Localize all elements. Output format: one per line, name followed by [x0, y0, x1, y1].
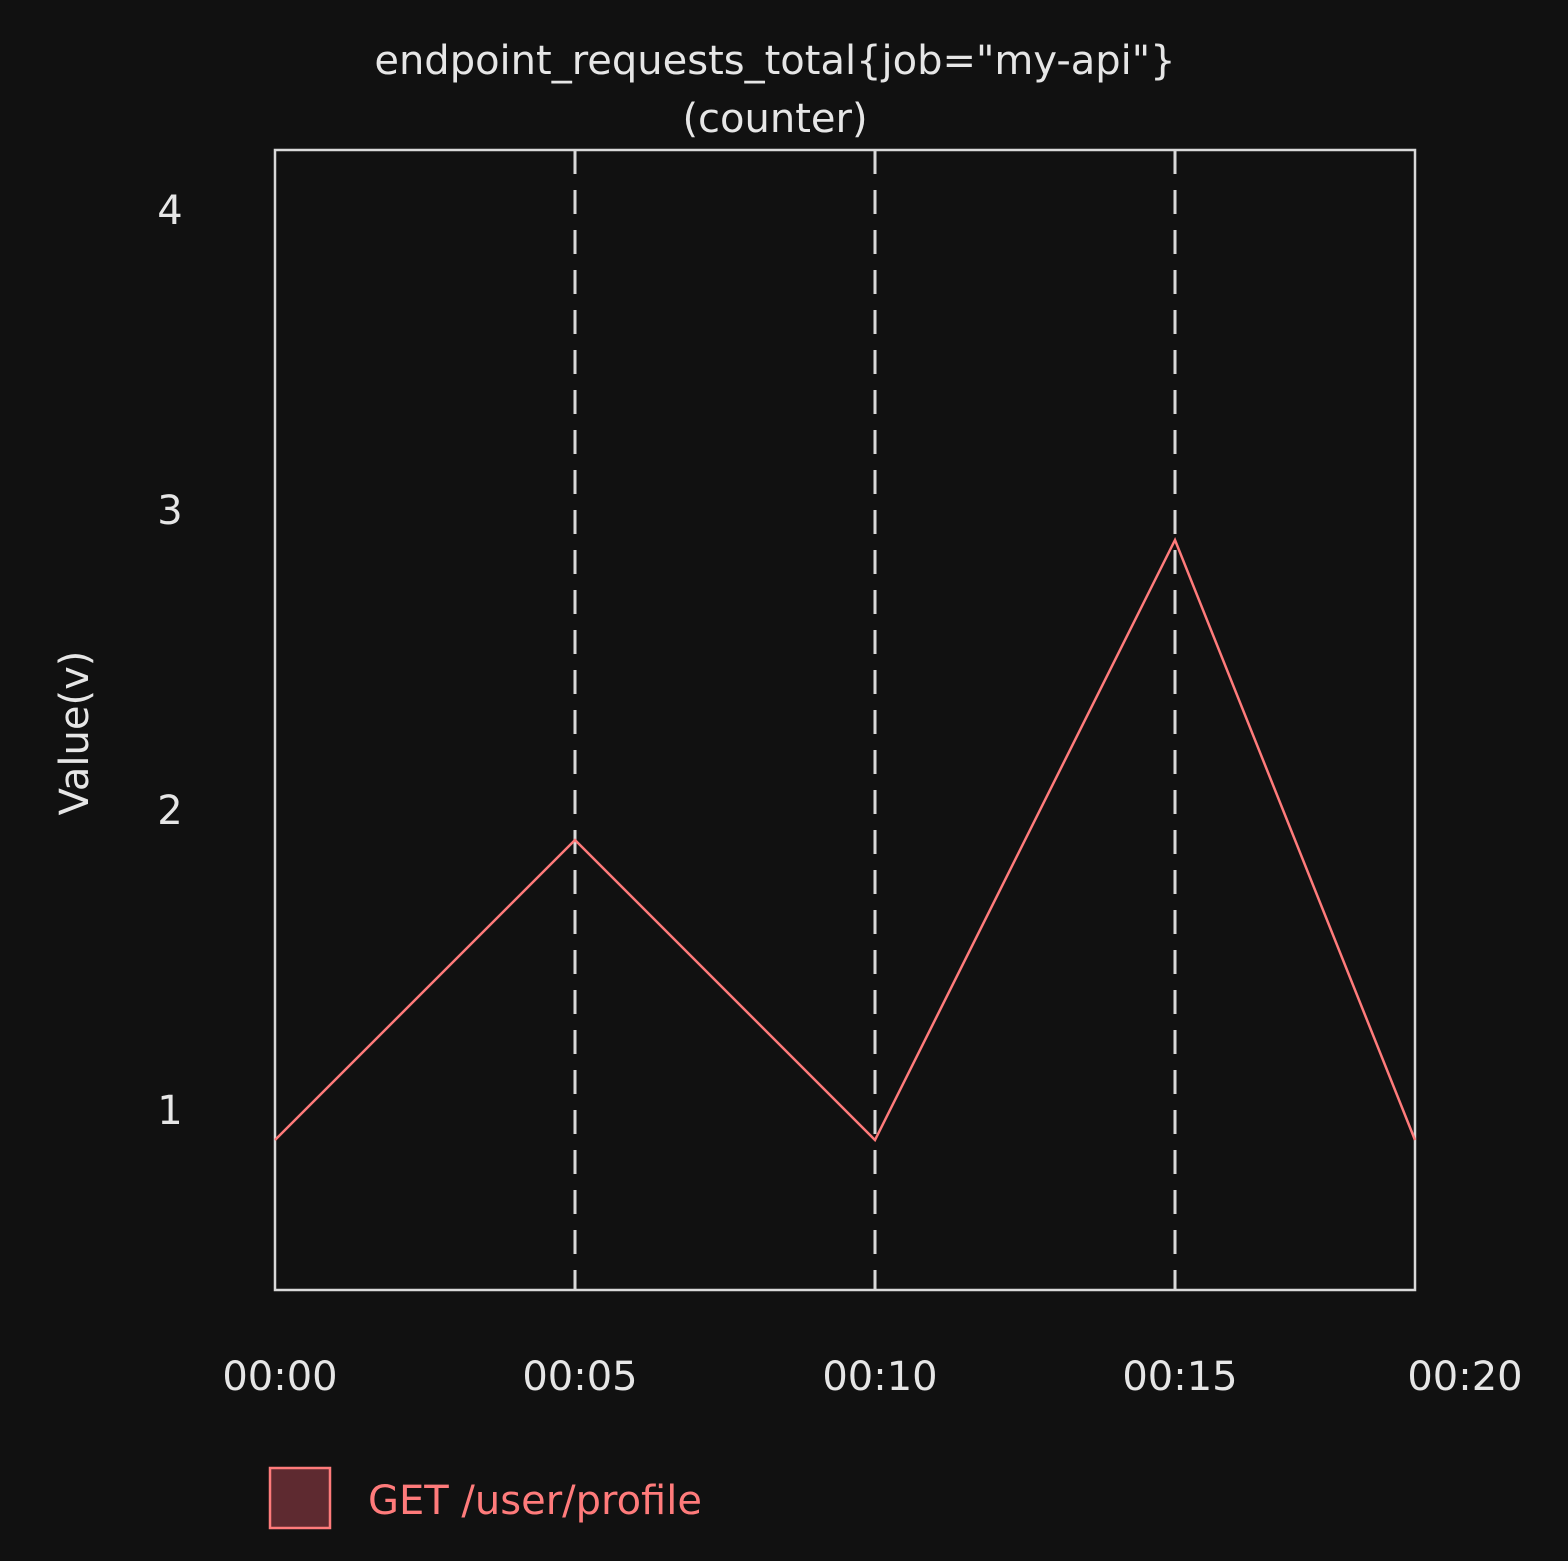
y-axis-label: Value(v) [52, 651, 98, 816]
x-tick-label-1: 00:05 [522, 1354, 637, 1400]
x-tick-label-3: 00:15 [1122, 1354, 1237, 1400]
y-tick-label-2: 3 [157, 488, 182, 534]
x-tick-label-0: 00:00 [222, 1354, 337, 1400]
series-layer [274, 536, 1417, 1143]
grid-lines [573, 150, 1177, 1290]
series-line-0 [274, 536, 1417, 1143]
y-tick-label-3: 4 [157, 188, 182, 234]
plot-area [273, 148, 1417, 1292]
x-axis-ticks: 00:00 00:05 00:10 00:15 00:20 [222, 1354, 1522, 1400]
x-tick-label-4: 00:20 [1407, 1354, 1522, 1400]
y-axis-ticks: 1 2 3 4 [157, 188, 182, 1134]
y-tick-label-0: 1 [157, 1088, 182, 1134]
chart-subtitle: (counter) [682, 96, 867, 142]
legend-swatch-0 [268, 1466, 332, 1530]
legend-label-0: GET /user/profile [368, 1478, 702, 1524]
legend: GET /user/profile [268, 1466, 702, 1530]
chart-title: endpoint_requests_total{job="my-api"} [374, 38, 1175, 84]
x-tick-label-2: 00:10 [822, 1354, 937, 1400]
y-tick-label-1: 2 [157, 788, 182, 834]
